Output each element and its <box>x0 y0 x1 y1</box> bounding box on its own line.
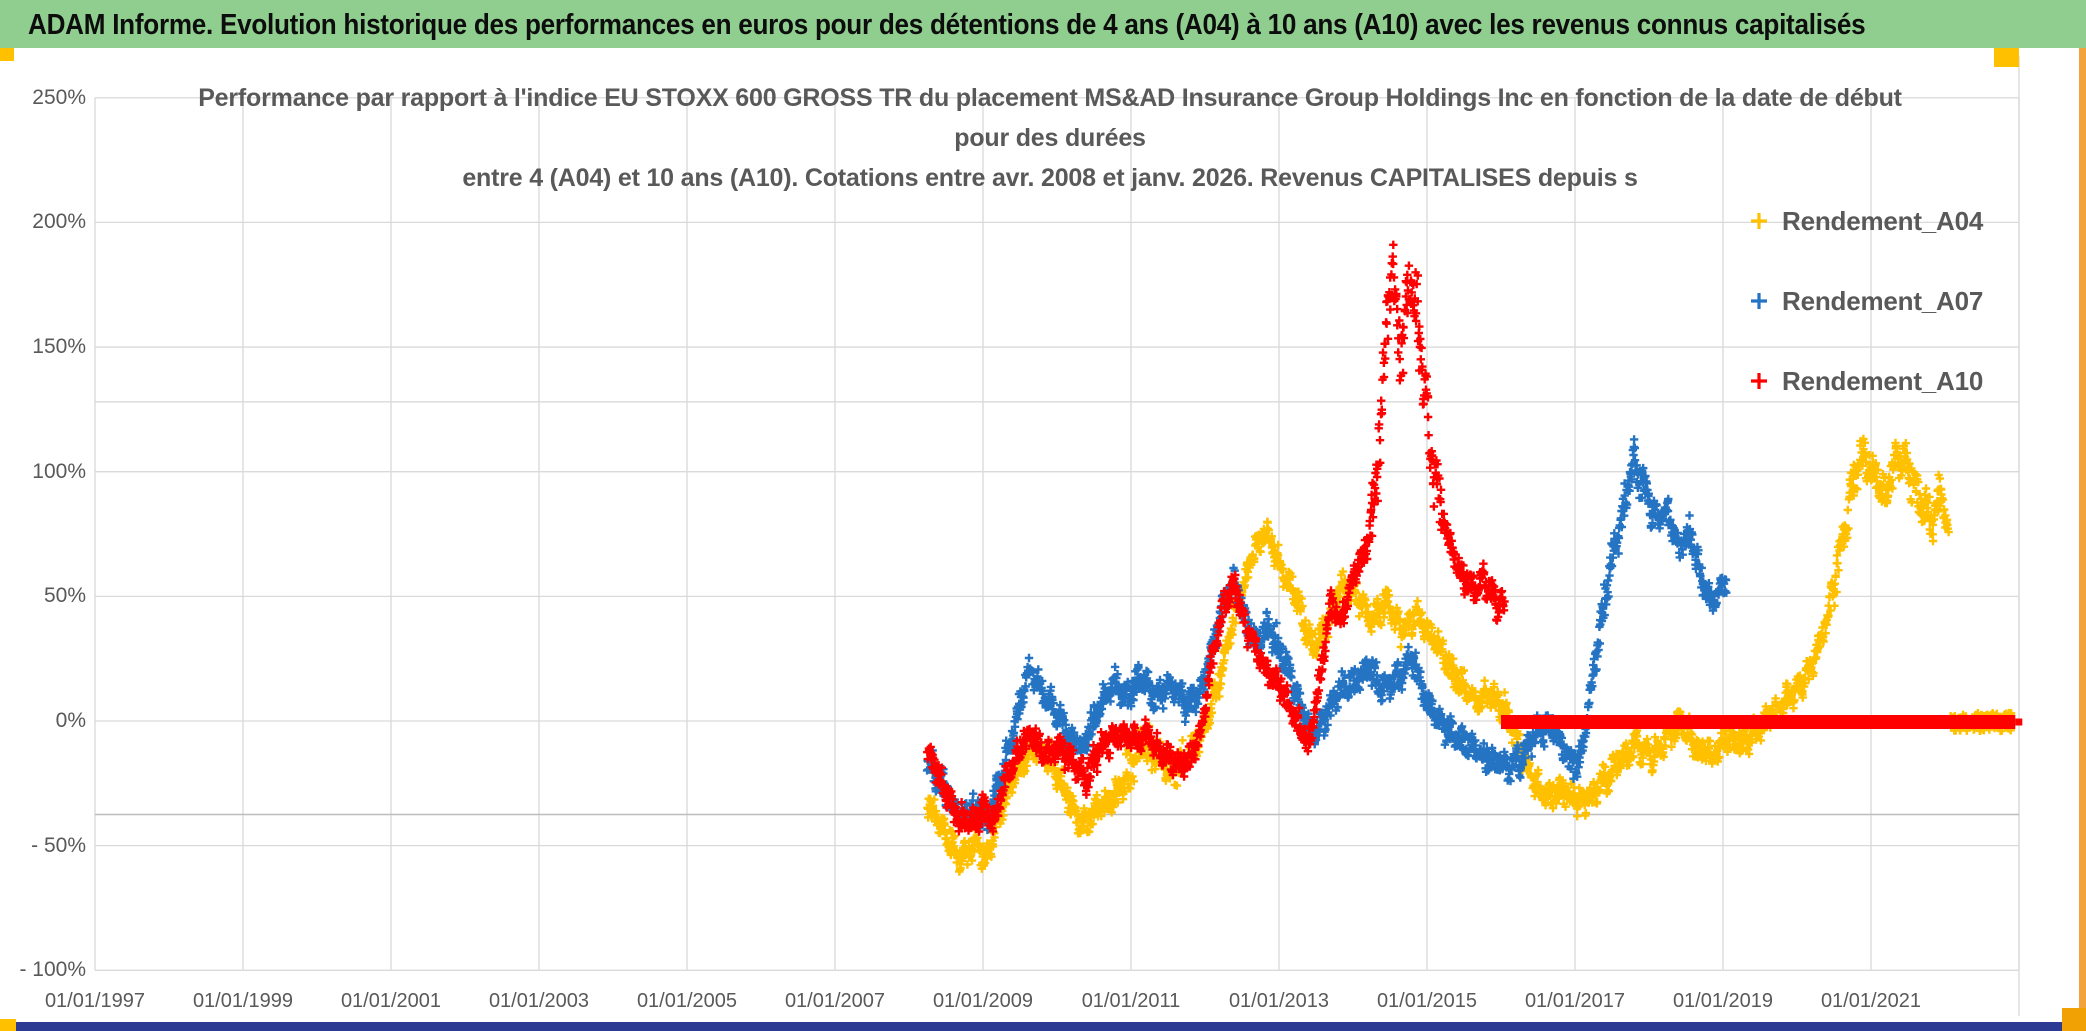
x-tick-label: 01/01/2005 <box>636 990 738 1012</box>
bottom-right-orange-square <box>2062 1008 2086 1031</box>
footer-bar <box>0 1022 2086 1031</box>
x-tick-label: 01/01/1999 <box>192 990 294 1012</box>
chart-title: Performance par rapport à l'indice EU ST… <box>170 78 1930 198</box>
y-tick-label: 150% <box>32 335 86 359</box>
y-tick-label: 250% <box>32 85 86 109</box>
chart-title-line-2: pour des durées <box>954 124 1146 152</box>
right-edge-strip <box>2079 48 2086 1031</box>
x-tick-label: 01/01/2007 <box>784 990 886 1012</box>
legend-item-label: Rendement_A10 <box>1782 365 1984 396</box>
legend-item-label: Rendement_A07 <box>1782 285 1984 316</box>
series-rendement_a07 <box>922 435 1731 835</box>
series-rendement_a10 <box>923 240 1509 836</box>
legend-item-label: Rendement_A04 <box>1782 205 1984 236</box>
x-tick-label: 01/01/2019 <box>1672 990 1774 1012</box>
x-tick-label: 01/01/2017 <box>1524 990 1626 1012</box>
top-right-gold-square <box>1994 48 2019 67</box>
x-tick-label: 01/01/2013 <box>1228 990 1330 1012</box>
bottom-left-gold-square <box>0 1019 16 1031</box>
series-rendement_a04 <box>923 434 2016 876</box>
chart-title-line-3: entre 4 (A04) et 10 ans (A10). Cotations… <box>462 164 1638 192</box>
x-tick-label: 01/01/2011 <box>1081 990 1181 1012</box>
chart-title-line-1: Performance par rapport à l'indice EU ST… <box>198 84 1902 112</box>
x-tick-label: 01/01/2009 <box>932 990 1034 1012</box>
zero-line-endcap <box>2015 718 2023 726</box>
y-tick-label: 50% <box>43 584 86 608</box>
header-title: ADAM Informe. Evolution historique des p… <box>28 9 1866 41</box>
data-series <box>922 240 2016 876</box>
y-tick-label: - 50% <box>31 833 86 857</box>
x-tick-label: 01/01/2001 <box>340 990 442 1012</box>
x-tick-label: 01/01/2015 <box>1376 990 1478 1012</box>
extra-rules <box>95 401 2019 816</box>
plus-marker-icon <box>1751 373 1767 389</box>
legend-item-rendement-a04[interactable]: Rendement_A04 <box>1748 202 1983 240</box>
y-tick-label: 200% <box>32 210 86 234</box>
y-tick-label: 0% <box>55 709 86 732</box>
y-tick-label: - 100% <box>19 958 86 982</box>
zero-flat-line <box>1501 715 2023 729</box>
plus-marker-icon <box>1751 293 1767 309</box>
header-bar: ADAM Informe. Evolution historique des p… <box>0 0 2086 48</box>
x-tick-label: 01/01/2003 <box>488 990 590 1012</box>
y-tick-label: 100% <box>32 459 86 483</box>
legend-item-rendement-a10[interactable]: Rendement_A10 <box>1748 362 1983 400</box>
x-tick-label: 01/01/1997 <box>44 990 146 1012</box>
x-tick-label: 01/01/2021 <box>1820 990 1922 1012</box>
top-left-gold-square <box>0 48 14 61</box>
gridlines <box>94 56 2020 1016</box>
plus-marker-icon <box>1751 213 1767 229</box>
zero-line-main <box>1501 715 2016 729</box>
legend-item-rendement-a07[interactable]: Rendement_A07 <box>1748 282 1983 320</box>
